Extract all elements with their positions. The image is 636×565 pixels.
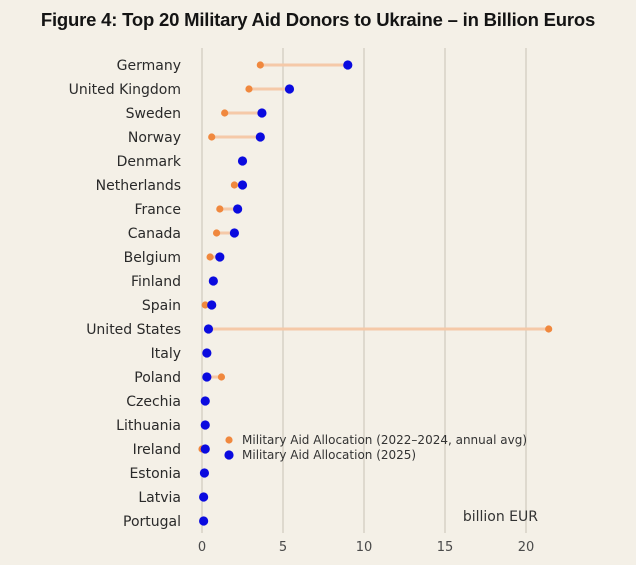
- dot-2025: [207, 300, 217, 310]
- x-tick-label: 0: [198, 540, 206, 555]
- legend: Military Aid Allocation (2022–2024, annu…: [224, 433, 527, 462]
- category-label: Czechia: [126, 394, 181, 410]
- category-label: Italy: [151, 346, 181, 362]
- chart-title: Figure 4: Top 20 Military Aid Donors to …: [40, 9, 596, 30]
- legend-marker-2025: [224, 450, 234, 460]
- dot-2025: [255, 132, 265, 142]
- dot-2025: [215, 252, 225, 262]
- category-label: Belgium: [124, 250, 181, 266]
- x-axis-unit-label: billion EUR: [463, 509, 538, 525]
- dot-2025: [343, 60, 353, 70]
- dot-2025: [208, 276, 218, 286]
- dot-2022-2024: [208, 133, 216, 141]
- legend-label-2025: Military Aid Allocation (2025): [242, 448, 416, 462]
- legend-label-2022-2024: Military Aid Allocation (2022–2024, annu…: [242, 433, 527, 447]
- dot-2022-2024: [221, 109, 229, 117]
- dot-2025: [200, 396, 210, 406]
- category-label: United Kingdom: [69, 82, 181, 98]
- x-tick-label: 15: [437, 540, 454, 555]
- category-label: Spain: [142, 298, 181, 314]
- category-label: Ireland: [133, 442, 181, 458]
- category-label: United States: [86, 322, 181, 338]
- dot-2025: [199, 516, 209, 526]
- dot-2025: [203, 324, 214, 334]
- dot-2025: [233, 204, 243, 214]
- category-label: Netherlands: [96, 178, 181, 194]
- legend-marker-2022-2024: [225, 436, 233, 444]
- dot-2025: [229, 228, 239, 238]
- dot-2025: [237, 180, 248, 190]
- dot-2022-2024: [216, 205, 224, 213]
- category-label: Lithuania: [116, 418, 181, 434]
- x-tick-label: 10: [356, 540, 373, 555]
- dot-2025: [200, 444, 210, 454]
- x-tick-label: 5: [279, 540, 287, 555]
- x-tick-label: 20: [518, 540, 535, 555]
- dot-2022-2024: [217, 373, 226, 381]
- category-label: Estonia: [129, 466, 181, 482]
- category-label: Norway: [128, 130, 181, 146]
- dot-2022-2024: [545, 325, 553, 333]
- dot-2025: [237, 156, 248, 166]
- x-tick-labels: 0 5 10 15 20: [198, 540, 534, 555]
- category-label: Germany: [117, 58, 181, 74]
- dot-2022-2024: [201, 301, 209, 309]
- dot-2025: [199, 492, 209, 502]
- category-label: Canada: [128, 226, 181, 242]
- dot-2025: [202, 372, 212, 382]
- dot-2022-2024: [230, 181, 238, 189]
- dot-2022-2024: [206, 253, 214, 261]
- category-label: Denmark: [117, 154, 182, 170]
- dot-2025: [202, 348, 212, 358]
- dot-2022-2024: [212, 229, 221, 237]
- dot-2022-2024: [256, 61, 264, 69]
- dot-2022-2024: [245, 85, 253, 93]
- category-label: Portugal: [123, 514, 181, 530]
- category-label: Latvia: [138, 490, 181, 506]
- category-label: Poland: [134, 370, 181, 386]
- dot-2025: [257, 108, 267, 118]
- dot-2025: [284, 84, 295, 94]
- dot-2025: [199, 468, 210, 478]
- series-2025-dots: [199, 60, 353, 526]
- category-label: Finland: [131, 274, 181, 290]
- dot-2025: [200, 420, 210, 430]
- category-label: Sweden: [126, 106, 181, 122]
- category-label: France: [134, 202, 181, 218]
- category-labels: Germany United Kingdom Sweden Norway Denmark…: [69, 58, 182, 530]
